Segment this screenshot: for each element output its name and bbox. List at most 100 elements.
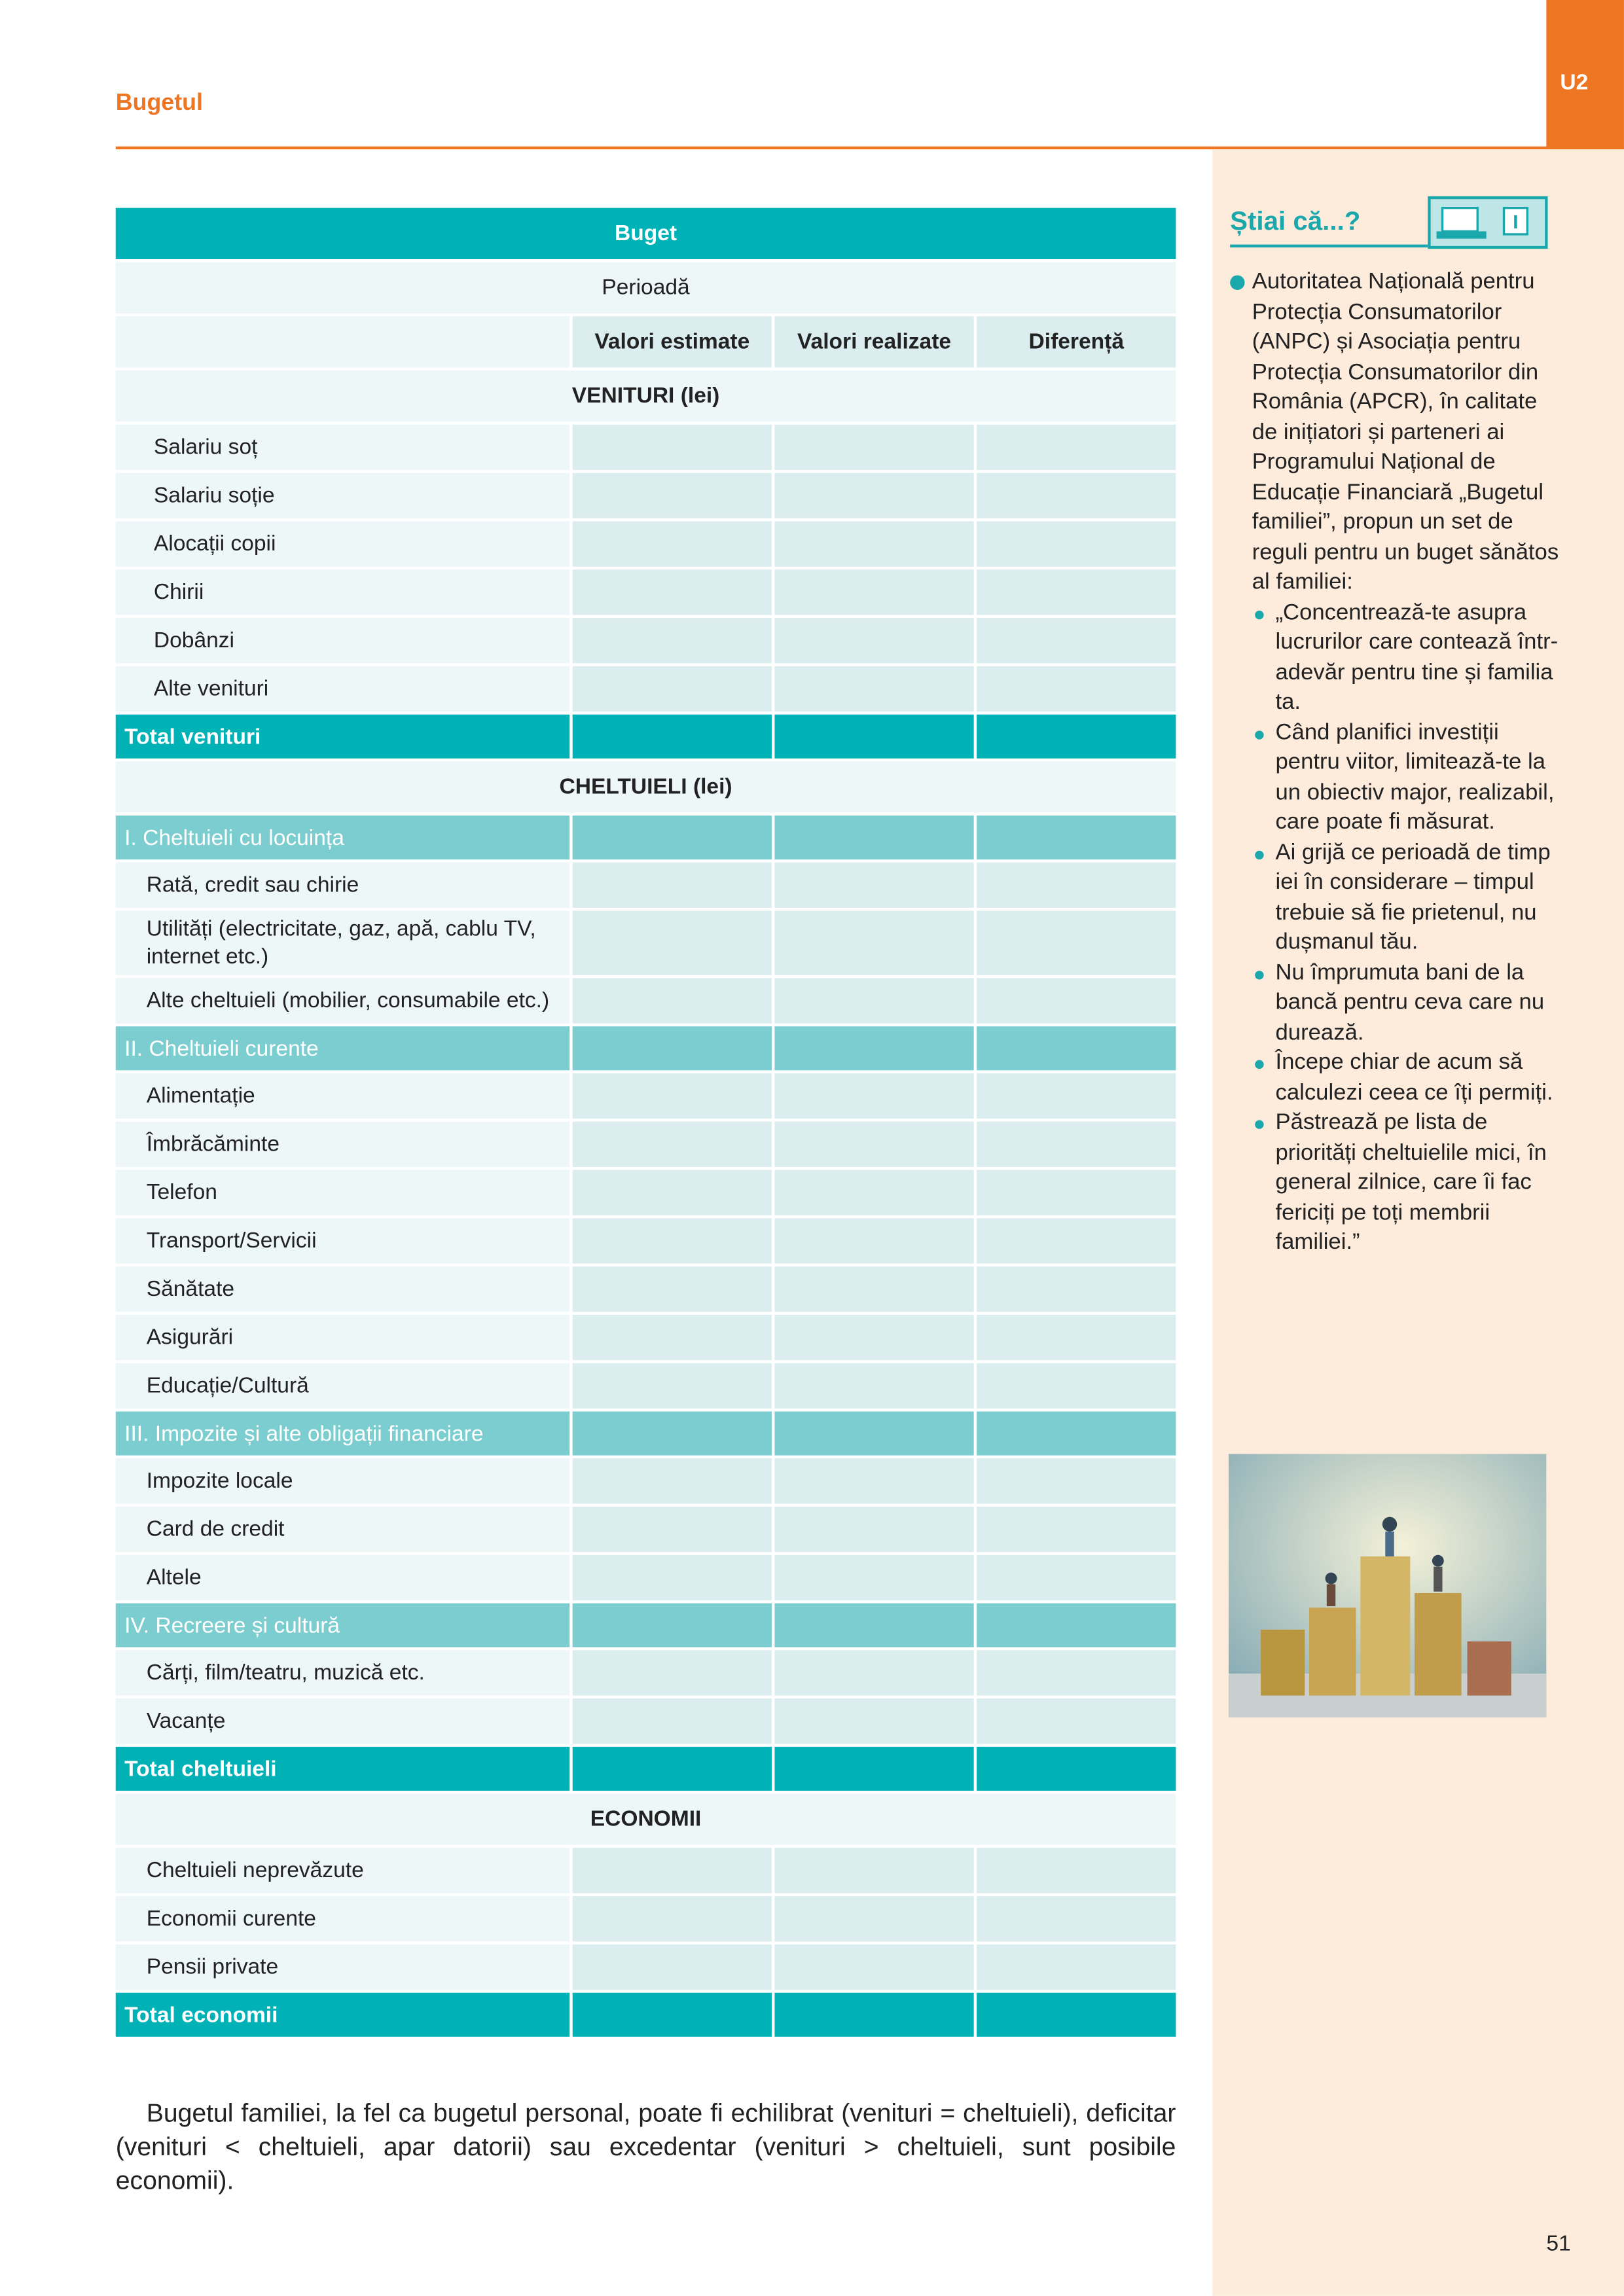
row-label: Alocații copii [115,521,570,567]
value-cell [774,1314,974,1361]
budget-table: Buget Perioadă Valori estimate Valori reali… [115,207,1176,2040]
group-row: I. Cheltuieli cu locuința [115,816,1176,860]
column-header-row: Valori estimate Valori realizate Diferență [115,316,1176,368]
value-cell [977,1944,1176,1990]
row-label: Card de credit [115,1506,570,1552]
rule-item: Începe chiar de acum să calculezi ceea c… [1252,1049,1560,1109]
row-label: Chirii [115,569,570,615]
row-label: Alte cheltuieli (mobilier, consumabile e… [115,978,570,1024]
value-cell [572,1698,772,1744]
row-label: IV. Recreere și cultură [115,1603,570,1647]
row-label: Altele [115,1554,570,1601]
value-cell [774,1121,974,1167]
section-title: Bugetul [115,90,203,116]
data-row: Vacanțe [115,1698,1176,1744]
group-row: IV. Recreere și cultură [115,1603,1176,1647]
row-label: Vacanțe [115,1698,570,1744]
value-cell [572,1218,772,1264]
value-cell [774,618,974,664]
value-cell [572,1411,772,1456]
data-row: Impozite locale [115,1458,1176,1504]
value-cell [572,1314,772,1361]
value-cell [572,1554,772,1601]
value-cell [977,978,1176,1024]
row-label: II. Cheltuieli curente [115,1026,570,1071]
section-heading: CHELTUIELI (lei) [115,761,1176,813]
value-cell [774,1506,974,1552]
data-row: Telefon [115,1170,1176,1215]
value-cell [977,1026,1176,1071]
value-cell [977,1411,1176,1456]
value-cell [572,1121,772,1167]
row-label: III. Impozite și alte obligații financia… [115,1411,570,1456]
group-row: III. Impozite și alte obligații financia… [115,1411,1176,1456]
value-cell [774,1026,974,1071]
value-cell [572,1266,772,1312]
value-cell [774,1218,974,1264]
value-cell [572,1603,772,1647]
row-label: Cheltuieli neprevăzute [115,1848,570,1893]
table-title: Buget [115,207,1176,259]
value-cell [977,862,1176,908]
value-cell [774,816,974,860]
row-label: Economii curente [115,1896,570,1942]
row-label: Total cheltuieli [115,1746,570,1791]
row-label: Educație/Cultură [115,1363,570,1409]
footer-text: Bugetul familiei, la fel ca bugetul pers… [115,2098,1176,2195]
coins-photo [1228,1454,1547,1718]
value-cell [774,910,974,975]
value-cell [774,1170,974,1215]
value-cell [977,1363,1176,1409]
rule-item: Păstrează pe lista de priorități cheltui… [1252,1108,1560,1258]
row-label: Asigurări [115,1314,570,1361]
value-cell [977,1073,1176,1119]
value-cell [977,1506,1176,1552]
value-cell [774,1848,974,1893]
value-cell [774,1944,974,1990]
value-cell [977,1554,1176,1601]
data-row: Rată, credit sau chirie [115,862,1176,908]
value-cell [977,473,1176,518]
value-cell [572,569,772,615]
value-cell [977,521,1176,567]
column-header: Valori estimate [572,316,772,368]
value-cell [572,1896,772,1942]
header-cell [115,316,570,368]
value-cell [774,521,974,567]
value-cell [977,1698,1176,1744]
value-cell [572,424,772,471]
value-cell [977,1992,1176,2037]
value-cell [977,1746,1176,1791]
row-label: Total economii [115,1992,570,2037]
value-cell [977,1266,1176,1312]
rule-item: „Concentrează-te asupra lucrurilor care … [1252,598,1560,718]
section-heading: VENITURI (lei) [115,370,1176,422]
data-row: Salariu soț [115,424,1176,471]
data-row: Economii curente [115,1896,1176,1942]
value-cell [572,910,772,975]
value-cell [572,1026,772,1071]
value-cell [977,1218,1176,1264]
value-cell [977,618,1176,664]
value-cell [774,1073,974,1119]
value-cell [977,1314,1176,1361]
value-cell [774,1266,974,1312]
value-cell [977,1848,1176,1893]
data-row: Alimentație [115,1073,1176,1119]
section-heading: ECONOMII [115,1793,1176,1845]
row-label: I. Cheltuieli cu locuința [115,816,570,860]
row-label: Utilități (electricitate, gaz, apă, cabl… [115,910,570,975]
value-cell [774,978,974,1024]
value-cell [774,1992,974,2037]
value-cell [572,1170,772,1215]
value-cell [572,1506,772,1552]
value-cell [572,862,772,908]
data-row: Chirii [115,569,1176,615]
value-cell [572,1650,772,1696]
value-cell [977,1603,1176,1647]
value-cell [572,978,772,1024]
row-label: Sănătate [115,1266,570,1312]
row-label: Rată, credit sau chirie [115,862,570,908]
